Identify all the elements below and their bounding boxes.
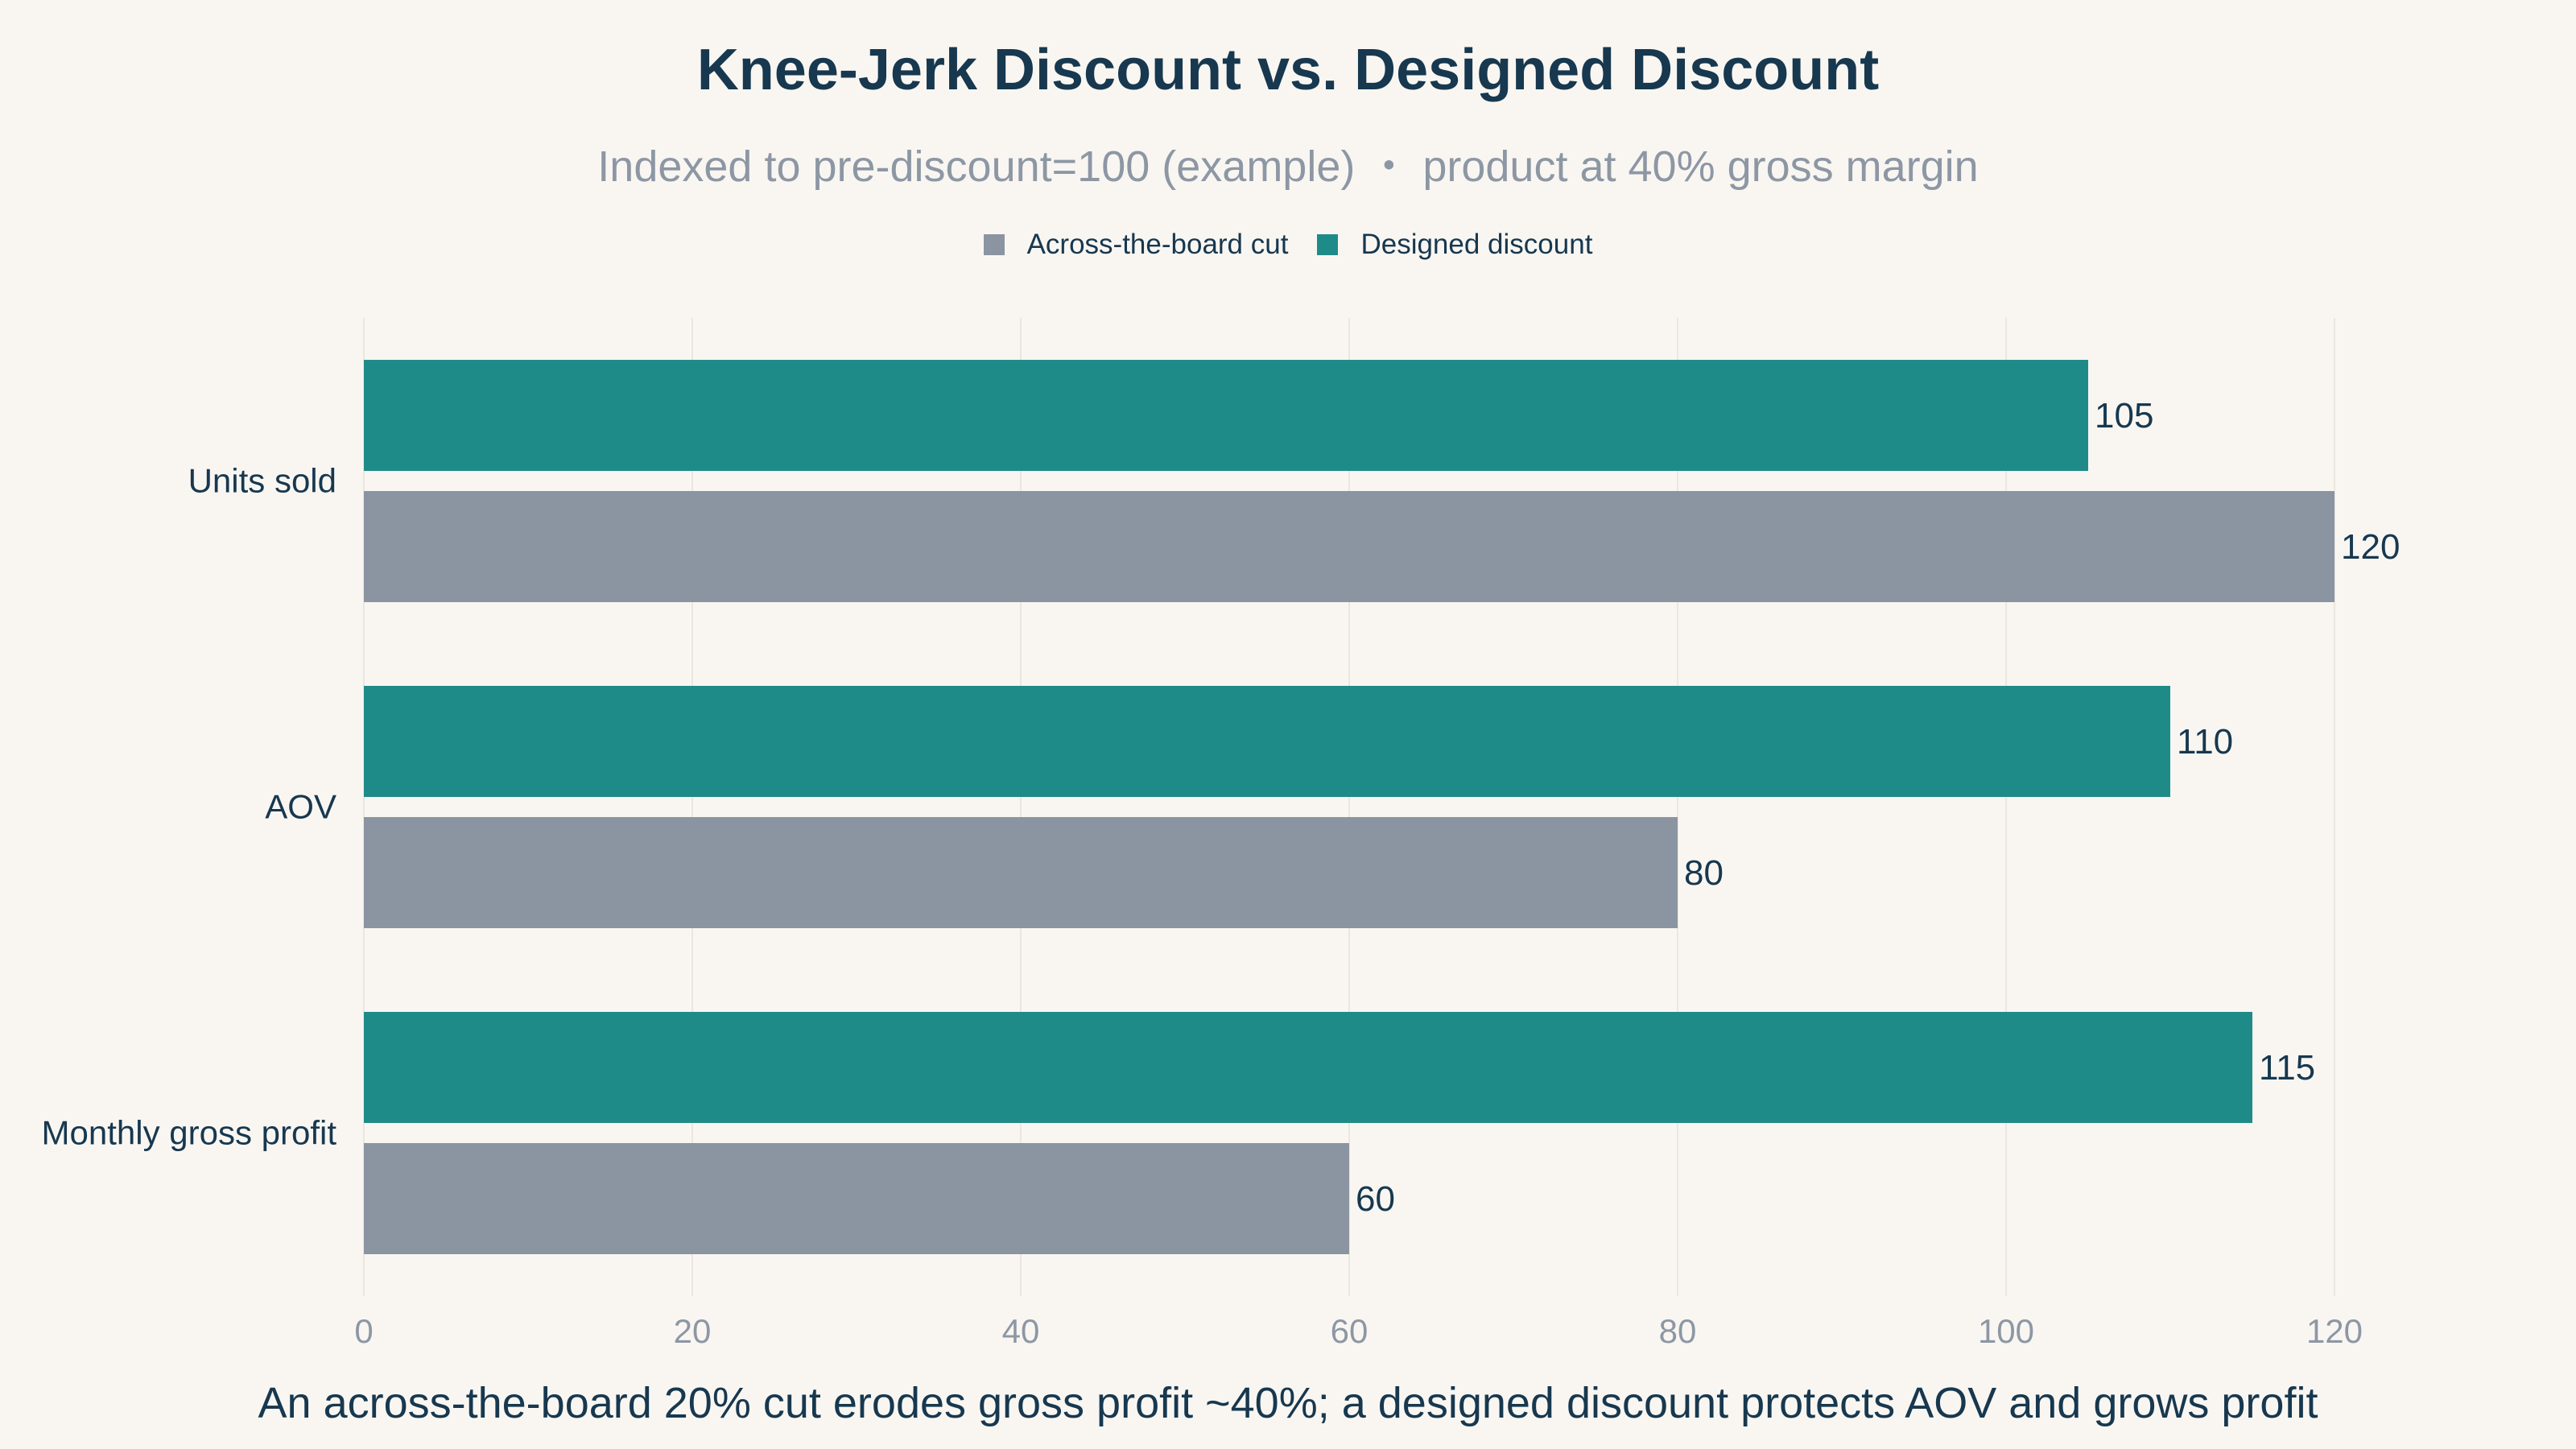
x-tick-label-80: 80 (1659, 1312, 1697, 1350)
legend-item-designed-discount[interactable]: Designed discount (1317, 229, 1592, 261)
data-label-monthly-gross-profit-across-the-board-cut: 60 (1356, 1179, 1395, 1219)
legend-swatch-across-the-board-cut (983, 234, 1005, 255)
data-label-aov-across-the-board-cut: 80 (1684, 853, 1724, 893)
data-label-monthly-gross-profit-designed-discount: 115 (2259, 1048, 2315, 1088)
legend-label-designed-discount: Designed discount (1360, 229, 1593, 260)
legend: Across-the-board cut Designed discount (0, 229, 2576, 261)
x-tick-label-100: 100 (1978, 1312, 2034, 1350)
bar-units-sold-across-the-board-cut[interactable] (364, 491, 2334, 602)
bar-monthly-gross-profit-across-the-board-cut[interactable] (364, 1143, 1349, 1254)
chart-subtitle: Indexed to pre-discount=100 (example) ・ … (597, 142, 1979, 191)
category-label-aov: AOV (265, 788, 336, 826)
x-tick-label-20: 20 (674, 1312, 712, 1350)
chart-title: Knee-Jerk Discount vs. Designed Discount (696, 38, 1880, 102)
data-label-units-sold-across-the-board-cut: 120 (2341, 527, 2400, 567)
x-tick-label-120: 120 (2306, 1312, 2363, 1350)
category-label-units-sold: Units sold (188, 462, 336, 500)
legend-label-across-the-board-cut: Across-the-board cut (1026, 229, 1289, 260)
bar-monthly-gross-profit-designed-discount[interactable] (364, 1012, 2252, 1123)
x-tick-labels: 0 20 40 60 80 100 120 (354, 1312, 2363, 1350)
data-label-units-sold-designed-discount: 105 (2095, 396, 2153, 436)
x-tick-label-40: 40 (1002, 1312, 1040, 1350)
grid-lines (363, 318, 2335, 1296)
category-label-monthly-gross-profit: Monthly gross profit (42, 1114, 337, 1152)
category-labels: Units sold AOV Monthly gross profit (42, 462, 337, 1152)
bar-aov-across-the-board-cut[interactable] (364, 817, 1678, 928)
x-tick-label-60: 60 (1331, 1312, 1368, 1350)
data-label-aov-designed-discount: 110 (2177, 722, 2233, 762)
bar-units-sold-designed-discount[interactable] (364, 360, 2088, 471)
bars (364, 360, 2334, 1254)
bar-aov-designed-discount[interactable] (364, 686, 2170, 797)
legend-swatch-designed-discount (1317, 234, 1339, 255)
data-labels: 105 120 110 80 115 60 (1356, 396, 2400, 1219)
legend-item-across-the-board-cut[interactable]: Across-the-board cut (983, 229, 1289, 261)
x-tick-label-0: 0 (354, 1312, 373, 1350)
chart-caption: An across-the-board 20% cut erodes gross… (258, 1379, 2318, 1427)
